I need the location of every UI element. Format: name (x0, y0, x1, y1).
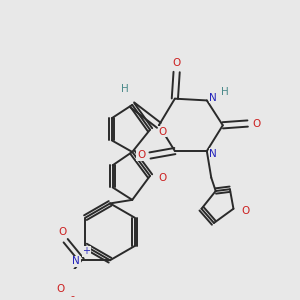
Text: H: H (121, 84, 129, 94)
Text: N: N (209, 149, 217, 159)
Text: N: N (209, 93, 217, 103)
Text: O: O (158, 127, 166, 136)
Text: O: O (252, 118, 261, 128)
Text: +: + (82, 246, 90, 256)
Text: -: - (71, 291, 75, 300)
Text: O: O (242, 206, 250, 215)
Text: O: O (172, 58, 181, 68)
Text: O: O (158, 173, 166, 183)
Text: O: O (56, 284, 64, 294)
Text: O: O (137, 151, 145, 160)
Text: O: O (58, 227, 66, 237)
Text: N: N (72, 256, 80, 266)
Text: H: H (221, 87, 229, 97)
